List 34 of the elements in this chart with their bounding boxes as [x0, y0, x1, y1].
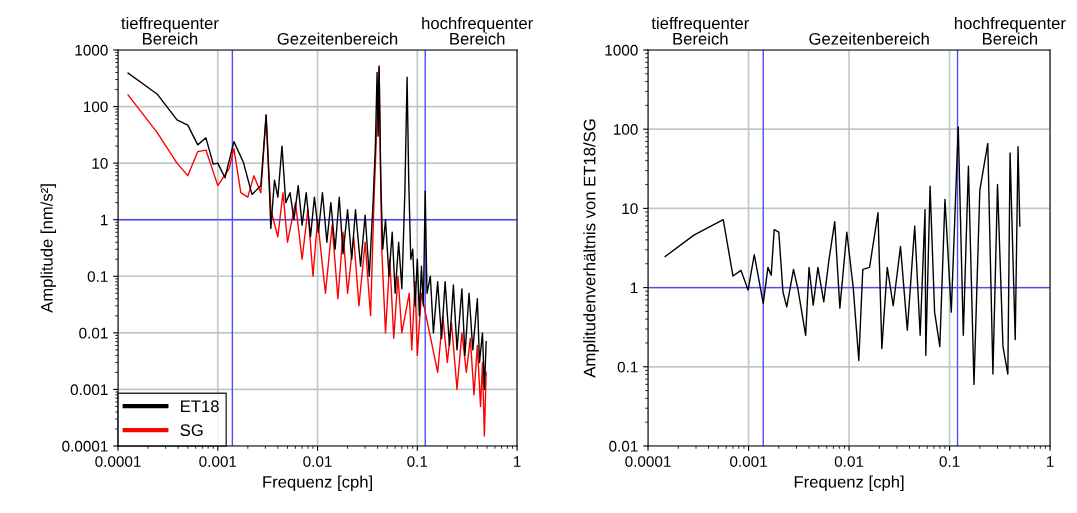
- text: hochfrequenter Bereich: [954, 16, 1066, 45]
- y-tick-label: 1000: [75, 44, 108, 56]
- text: Gezeitenbereich: [809, 32, 929, 45]
- text: hochfrequenter Bereich: [422, 16, 533, 45]
- x-tick-label: 0.1: [939, 456, 960, 467]
- y-tick-label: 1000: [605, 44, 638, 56]
- y-axis-title: Amplitude [nm/s²]: [40, 184, 57, 313]
- x-tick-label: 0.001: [730, 456, 767, 467]
- x-tick-label: 0.01: [834, 456, 864, 467]
- legend-label: ET18: [181, 400, 219, 413]
- x-axis-title: Frequenz [cph]: [263, 475, 372, 492]
- y-tick-label: 100: [83, 101, 108, 113]
- x-tick-label: 1: [513, 456, 521, 467]
- y-tick-label: 0.01: [79, 327, 108, 339]
- x-tick-label: 0.1: [407, 456, 428, 467]
- text: tieffrequenter Bereich: [121, 16, 219, 45]
- y-tick-label: 100: [613, 124, 638, 135]
- x-axis-title: Frequenz [cph]: [794, 475, 904, 492]
- x-tick-label: 0.001: [199, 456, 237, 467]
- y-tick-label: 1: [100, 214, 108, 226]
- y-tick-label: 0.01: [609, 440, 638, 452]
- text: Gezeitenbereich: [277, 32, 398, 45]
- y-tick-label: 0.1: [87, 271, 108, 282]
- x-tick-label: 1: [1046, 456, 1054, 467]
- y-tick-label: 10: [92, 157, 108, 169]
- x-tick-label: 0.01: [303, 456, 332, 467]
- y-tick-label: 1: [630, 282, 638, 294]
- text: tieffrequenter Bereich: [651, 16, 749, 45]
- y-tick-label: 0.1: [617, 361, 638, 373]
- legend-label: SG: [180, 424, 203, 437]
- y-tick-label: 10: [622, 203, 638, 215]
- y-axis-title: Amplitudenverhältnis von ET18/SG: [583, 119, 599, 378]
- y-tick-label: 0.0001: [62, 440, 108, 452]
- y-tick-label: 0.001: [70, 384, 108, 396]
